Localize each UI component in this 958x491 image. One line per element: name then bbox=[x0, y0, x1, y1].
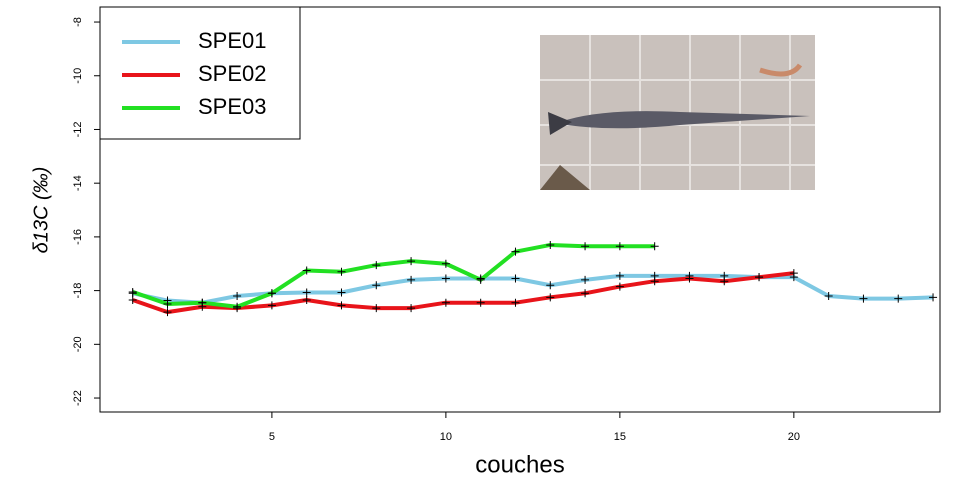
x-tick-label: 20 bbox=[788, 431, 800, 443]
legend-label: SPE02 bbox=[198, 61, 267, 86]
point-marker bbox=[894, 294, 903, 303]
x-tick-label: 5 bbox=[269, 431, 275, 443]
point-marker bbox=[337, 267, 346, 276]
point-marker bbox=[511, 298, 520, 307]
y-tick-label: -16 bbox=[72, 229, 84, 245]
point-marker bbox=[685, 274, 694, 283]
photo-stain bbox=[759, 63, 803, 77]
point-marker bbox=[581, 289, 590, 298]
point-marker bbox=[337, 288, 346, 297]
point-marker bbox=[476, 275, 485, 284]
y-tick-label: -10 bbox=[72, 68, 84, 84]
point-marker bbox=[407, 257, 416, 266]
fish-photo bbox=[540, 35, 815, 190]
point-marker bbox=[511, 247, 520, 256]
point-marker bbox=[267, 289, 276, 298]
y-axis-label: δ13C (‰) bbox=[30, 167, 52, 254]
point-marker bbox=[267, 301, 276, 310]
point-marker bbox=[824, 291, 833, 300]
point-marker bbox=[859, 294, 868, 303]
point-marker bbox=[407, 304, 416, 313]
plot-frame bbox=[99, 6, 941, 413]
point-marker bbox=[233, 291, 242, 300]
point-marker bbox=[128, 287, 137, 296]
point-marker bbox=[546, 281, 555, 290]
point-marker bbox=[615, 271, 624, 280]
point-marker bbox=[650, 277, 659, 286]
point-marker bbox=[302, 266, 311, 275]
point-marker bbox=[511, 274, 520, 283]
point-marker bbox=[372, 281, 381, 290]
point-marker bbox=[789, 269, 798, 278]
y-tick-label: -22 bbox=[72, 390, 84, 406]
point-marker bbox=[929, 293, 938, 302]
point-marker bbox=[302, 296, 311, 305]
point-marker bbox=[581, 275, 590, 284]
legend-label: SPE01 bbox=[198, 28, 267, 53]
series-line bbox=[132, 271, 795, 315]
y-tick-label: -20 bbox=[72, 336, 84, 352]
point-marker bbox=[581, 242, 590, 251]
y-tick-label: -14 bbox=[72, 175, 84, 191]
point-marker bbox=[163, 308, 172, 317]
point-marker bbox=[441, 259, 450, 268]
point-marker bbox=[233, 302, 242, 311]
point-marker bbox=[128, 296, 137, 305]
y-tick-label: -8 bbox=[72, 17, 84, 27]
point-marker bbox=[441, 298, 450, 307]
point-marker bbox=[615, 282, 624, 291]
point-marker bbox=[546, 293, 555, 302]
photo-shadow bbox=[540, 165, 590, 190]
series-line bbox=[132, 242, 655, 309]
point-marker bbox=[615, 242, 624, 251]
x-axis-label: couches bbox=[475, 451, 564, 478]
y-tick-label: -12 bbox=[72, 122, 84, 138]
point-marker bbox=[546, 240, 555, 249]
y-tick-label: -18 bbox=[72, 283, 84, 299]
point-marker bbox=[476, 298, 485, 307]
x-tick-label: 15 bbox=[614, 431, 626, 443]
point-marker bbox=[163, 300, 172, 309]
point-marker bbox=[372, 261, 381, 270]
point-marker bbox=[302, 288, 311, 297]
point-marker bbox=[337, 301, 346, 310]
point-marker bbox=[720, 277, 729, 286]
point-marker bbox=[198, 298, 207, 307]
point-marker bbox=[407, 275, 416, 284]
point-marker bbox=[650, 242, 659, 251]
x-tick-label: 10 bbox=[440, 431, 452, 443]
photo-fish-tail bbox=[548, 112, 572, 135]
photo-fish bbox=[560, 111, 810, 129]
legend-label: SPE03 bbox=[198, 94, 267, 119]
point-marker bbox=[372, 304, 381, 313]
point-marker bbox=[441, 274, 450, 283]
point-marker bbox=[755, 273, 764, 282]
